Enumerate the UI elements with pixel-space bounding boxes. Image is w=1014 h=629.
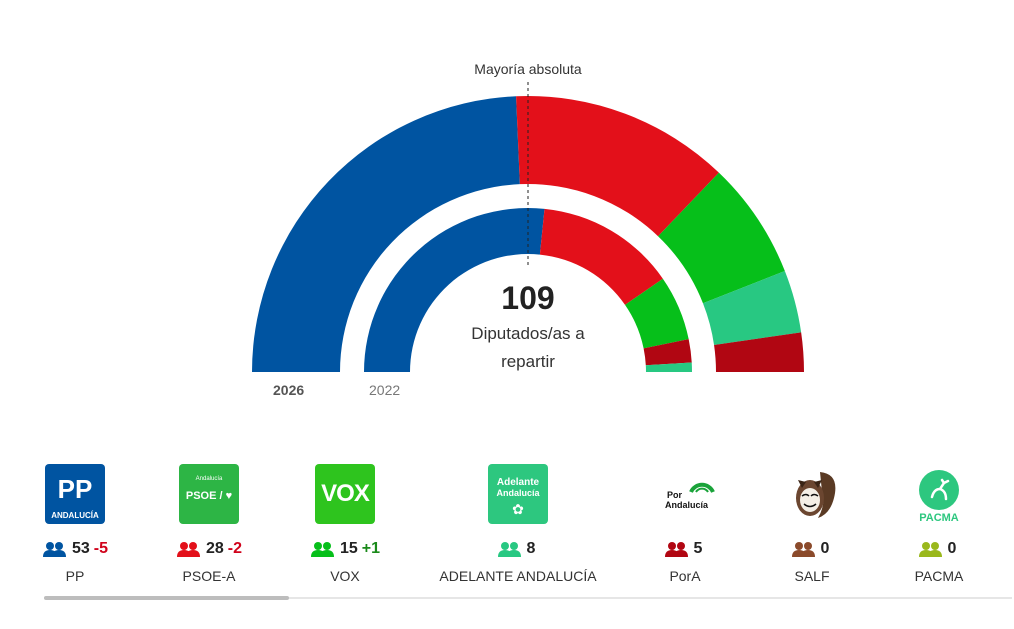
seat-arc-pp[interactable] bbox=[364, 208, 545, 372]
party-name: VOX bbox=[330, 568, 360, 584]
pora-logo: Por Andalucía bbox=[655, 464, 715, 524]
people-icon bbox=[42, 542, 66, 557]
party-card-pora[interactable]: Por Andalucía 5 PorA bbox=[600, 464, 770, 584]
seat-count: 5 bbox=[693, 540, 703, 557]
seat-arc-pora[interactable] bbox=[714, 332, 805, 372]
vox-logo: VOX bbox=[315, 464, 375, 524]
people-icon bbox=[310, 542, 334, 557]
seat-count: 53 bbox=[71, 540, 90, 557]
adelante-logo: Adelante Andalucía ✿ bbox=[488, 464, 548, 524]
psoe-logo-text: PSOE / ♥ bbox=[185, 490, 233, 502]
ring-label-2022[interactable]: 2022 bbox=[369, 382, 401, 398]
seat-count: 15 bbox=[339, 540, 358, 557]
inner-ring-2022 bbox=[364, 208, 692, 372]
deer-icon bbox=[919, 470, 959, 510]
party-name: PorA bbox=[669, 568, 701, 584]
seat-arc-vox[interactable] bbox=[658, 172, 785, 304]
pora-logo-sub: Andalucía bbox=[665, 500, 709, 510]
people-icon bbox=[791, 542, 815, 557]
seat-arc-adelante-andaluc-a[interactable] bbox=[702, 270, 802, 346]
seat-arc-psoe-a[interactable] bbox=[516, 96, 719, 237]
ring-label-2026[interactable]: 2026 bbox=[273, 382, 305, 398]
carousel-scroll-thumb[interactable] bbox=[44, 596, 289, 600]
party-name: SALF bbox=[794, 568, 830, 584]
salf-logo bbox=[782, 464, 842, 524]
people-icon bbox=[918, 542, 942, 557]
seat-arc-psoe-a[interactable] bbox=[539, 208, 663, 305]
seat-count: 8 bbox=[526, 540, 536, 557]
party-name: PSOE-A bbox=[182, 568, 236, 584]
people-icon bbox=[497, 542, 521, 557]
party-card-salf[interactable]: 0 SALF bbox=[727, 464, 897, 584]
adelante-logo-text: Adelante bbox=[496, 476, 540, 488]
seat-count: 28 bbox=[205, 540, 224, 557]
party-card-pacma[interactable]: PACMA 0 PACMA bbox=[854, 464, 1014, 584]
majority-label: Mayoría absoluta bbox=[474, 61, 582, 77]
pp-logo: PP ANDALUCÍA bbox=[45, 464, 105, 524]
pacma-logo: PACMA bbox=[909, 464, 969, 524]
party-card-psoe-a[interactable]: Andalucía PSOE / ♥ 28 -2 PSOE-A bbox=[124, 464, 294, 584]
vox-logo-text: VOX bbox=[321, 480, 370, 507]
party-name: ADELANTE ANDALUCÍA bbox=[439, 568, 597, 584]
seat-count: 0 bbox=[947, 540, 957, 557]
pp-logo-sub: ANDALUCÍA bbox=[51, 511, 99, 520]
carousel-scroll-track[interactable] bbox=[44, 597, 1012, 599]
adelante-logo-sub: Andalucía bbox=[496, 487, 540, 498]
people-icon bbox=[664, 542, 688, 557]
seat-count: 0 bbox=[820, 540, 830, 557]
pora-logo-text: Por bbox=[667, 490, 683, 500]
seat-arc-vox[interactable] bbox=[625, 278, 689, 349]
pora-arc-icon bbox=[689, 482, 715, 493]
seat-arc-pora[interactable] bbox=[643, 339, 692, 366]
party-card-adelante-andalucia[interactable]: Adelante Andalucía ✿ 8 ADELANTE ANDALUCÍ… bbox=[433, 464, 603, 584]
total-seats: 109 bbox=[501, 280, 555, 316]
party-name: PACMA bbox=[914, 568, 964, 584]
party-card-vox[interactable]: VOX 15 +1 VOX bbox=[260, 464, 430, 584]
pp-logo-text: PP bbox=[57, 474, 93, 504]
party-card-pp[interactable]: PP ANDALUCÍA 53 -5 PP bbox=[0, 464, 160, 584]
seat-delta: +1 bbox=[361, 540, 381, 557]
party-name: PP bbox=[65, 568, 85, 584]
psoe-logo: Andalucía PSOE / ♥ bbox=[179, 464, 239, 524]
hemicycle-chart bbox=[252, 82, 805, 372]
seat-arc-adelante-andaluc-a[interactable] bbox=[645, 362, 692, 372]
total-seats-label: Diputados/as a repartir bbox=[471, 324, 585, 371]
seat-delta: -5 bbox=[93, 540, 109, 557]
pacma-logo-text: PACMA bbox=[919, 512, 959, 524]
outer-ring-2026 bbox=[252, 96, 805, 372]
psoe-logo-sub: Andalucía bbox=[195, 476, 223, 482]
squirrel-mask-icon bbox=[796, 472, 836, 518]
flower-icon: ✿ bbox=[512, 501, 524, 517]
seat-arc-pp[interactable] bbox=[252, 96, 520, 372]
seat-delta: -2 bbox=[227, 540, 243, 557]
people-icon bbox=[176, 542, 200, 557]
